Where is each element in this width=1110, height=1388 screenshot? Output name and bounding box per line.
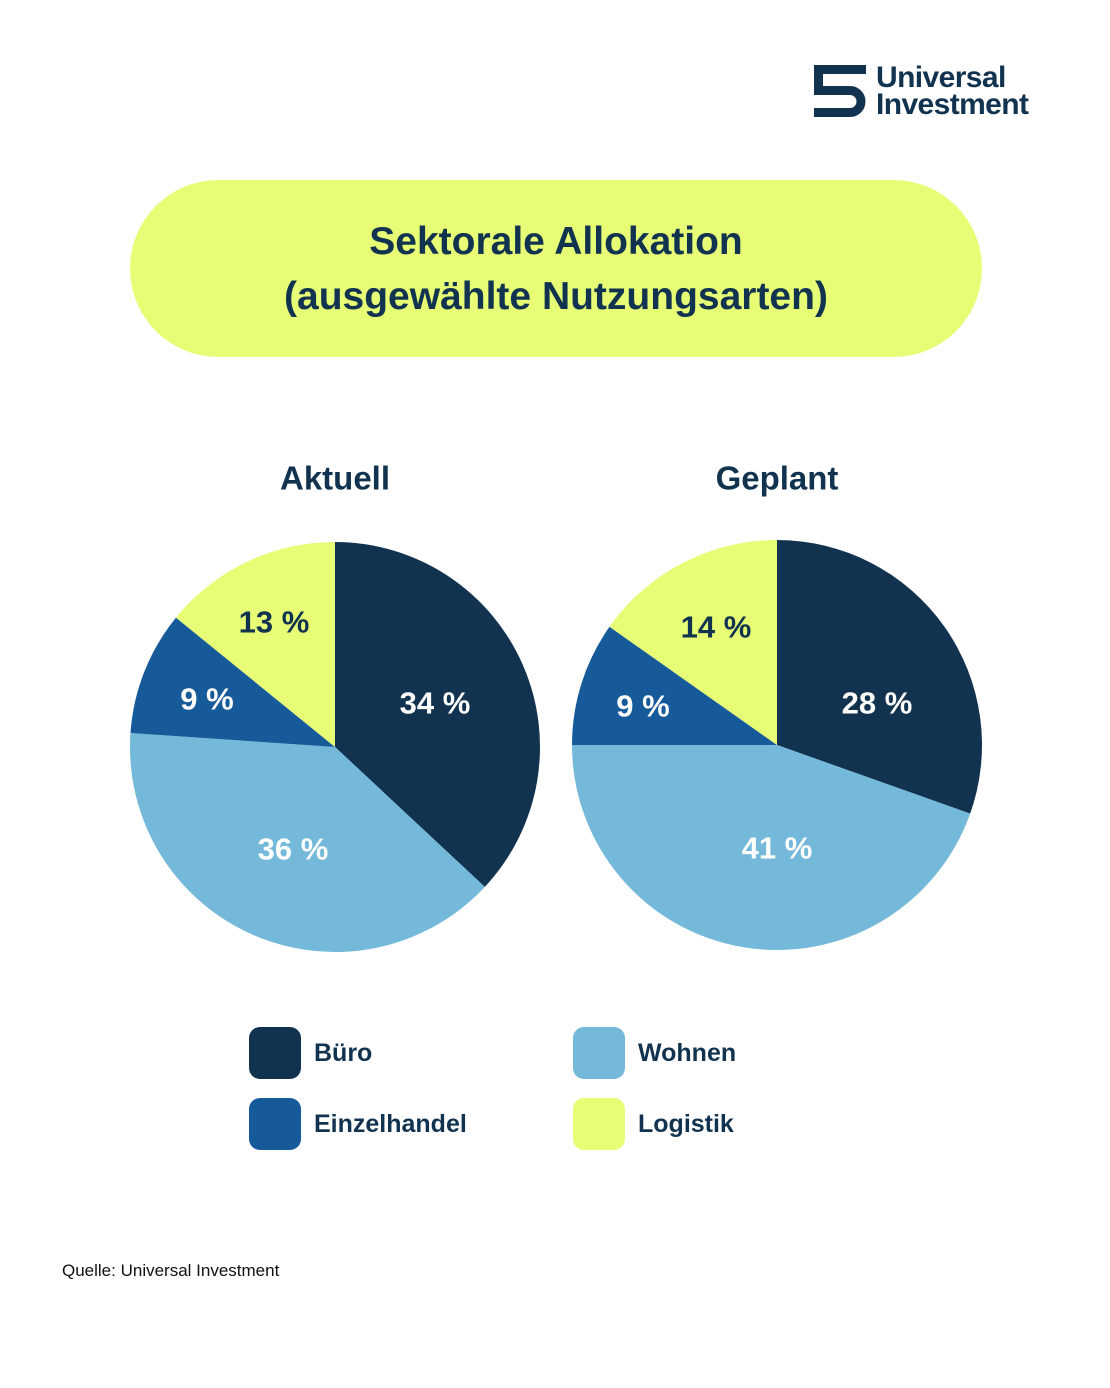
pie-slice-logistik	[609, 540, 777, 745]
logo-line-2: Investment	[876, 88, 1029, 121]
legend-swatch	[249, 1027, 301, 1079]
pie-chart-geplant: Geplant 28 % 41 % 9 % 14 %	[571, 460, 982, 950]
legend-label: Einzelhandel	[314, 1109, 467, 1138]
pie-slice-wohnen	[130, 733, 485, 952]
page-title-line-1: Sektorale Allokation	[369, 219, 743, 263]
legend-swatch	[249, 1098, 301, 1150]
pie-slice-buero	[335, 542, 540, 887]
logo: Universal Investment	[812, 60, 1062, 122]
legend-item-logistik: Logistik	[573, 1098, 734, 1150]
pie-label-einzelhandel: 9 %	[180, 682, 233, 717]
pie-label-buero: 28 %	[842, 686, 913, 721]
chart-title: Geplant	[716, 460, 839, 497]
logo-line-1: Universal	[876, 61, 1006, 94]
pie-label-einzelhandel: 9 %	[616, 689, 669, 724]
title-banner: Sektorale Allokation (ausgewählte Nutzun…	[130, 180, 982, 357]
legend-swatch	[573, 1027, 625, 1079]
chart-title: Aktuell	[280, 460, 390, 497]
pie-label-wohnen: 36 %	[258, 832, 329, 867]
universal-investment-logo-icon	[814, 65, 866, 117]
legend-label: Logistik	[638, 1109, 734, 1138]
pie-slice-buero	[777, 540, 982, 814]
pie-slice-logistik	[175, 542, 335, 747]
page-title-line-2: (ausgewählte Nutzungsarten)	[284, 274, 828, 318]
legend-swatch	[573, 1098, 625, 1150]
pie-slice-einzelhandel	[130, 617, 335, 747]
pie-label-logistik: 13 %	[239, 605, 310, 640]
legend-item-wohnen: Wohnen	[573, 1027, 736, 1079]
pie-label-buero: 34 %	[400, 686, 471, 721]
pie-label-logistik: 14 %	[681, 610, 752, 645]
pie-chart-aktuell: Aktuell 34 % 36 % 9 % 13 %	[130, 460, 540, 952]
legend-label: Wohnen	[638, 1038, 737, 1067]
legend-label: Büro	[314, 1038, 373, 1067]
logo-wordmark: Universal Investment	[876, 61, 1029, 121]
legend-item-einzelhandel: Einzelhandel	[249, 1098, 467, 1150]
pie-slice-wohnen	[572, 745, 971, 950]
legend-item-buero: Büro	[249, 1027, 372, 1079]
pie-label-wohnen: 41 %	[742, 831, 813, 866]
source-note: Quelle: Universal Investment	[62, 1261, 280, 1280]
pie-slice-einzelhandel	[571, 626, 777, 745]
